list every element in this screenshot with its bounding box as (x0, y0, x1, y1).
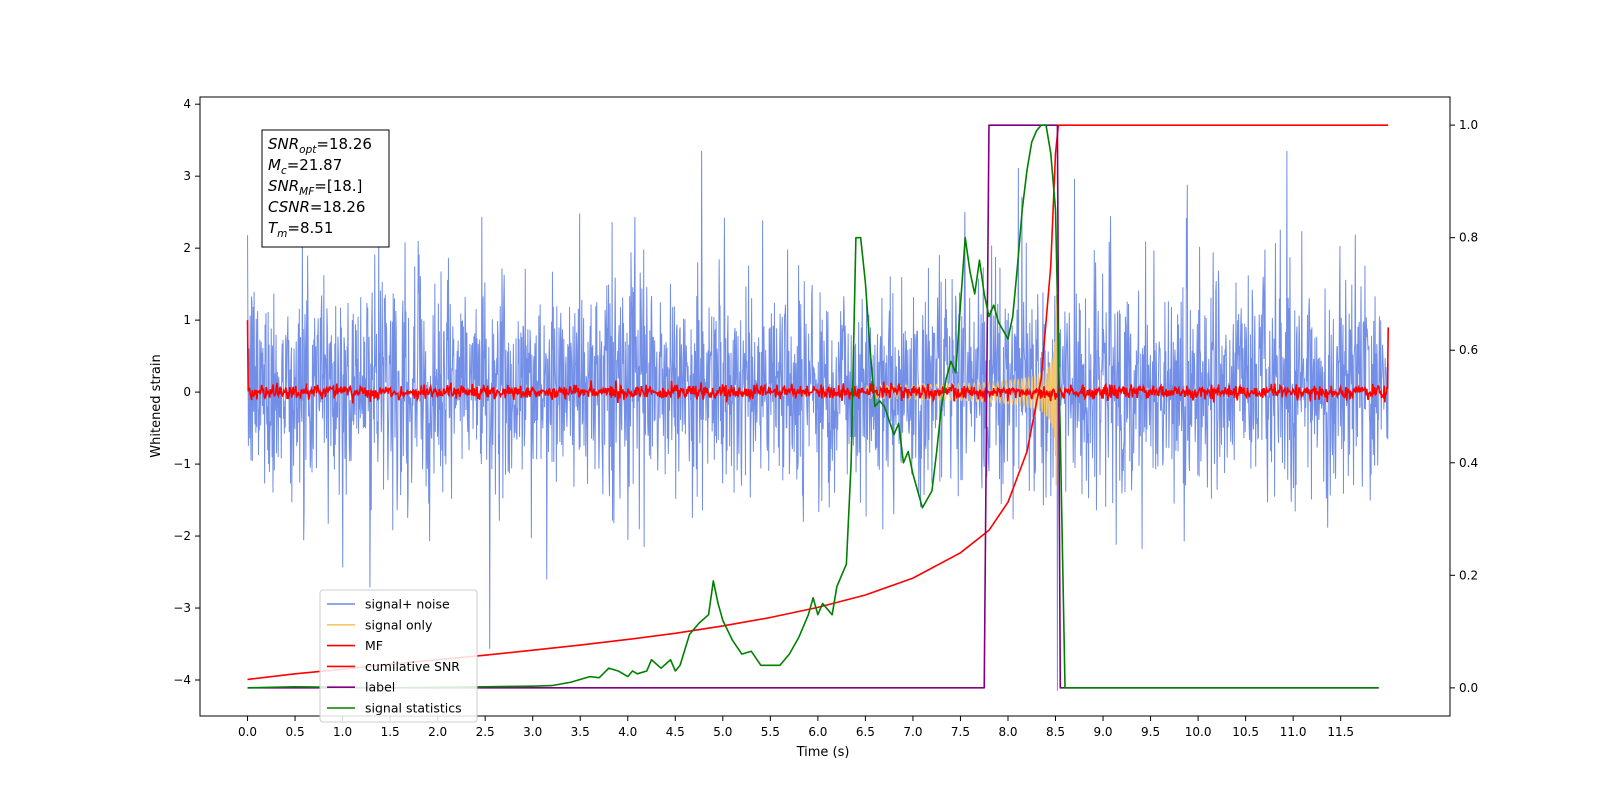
y-axis-left: 4 3 2 1 0 −1 −2 −3 −4 (173, 97, 200, 687)
y-tick-label-right: 0.2 (1459, 568, 1478, 582)
x-tick-label: 11.5 (1327, 725, 1354, 739)
x-axis: 0.0 0.5 1.0 1.5 2.0 2.5 3.0 3.5 4.0 4.5 5.0 5.5 6.0 6… (238, 716, 1354, 739)
x-tick-label: 0.0 (238, 725, 257, 739)
y-tick-label-right: 0.0 (1459, 681, 1478, 695)
x-tick-label: 7.5 (951, 725, 970, 739)
annotation-line: SNRMF=[18.] (268, 177, 362, 198)
legend-label: MF (365, 638, 383, 653)
y-tick-label-left: −3 (173, 601, 191, 615)
x-tick-label: 11.0 (1280, 725, 1307, 739)
x-tick-label: 8.0 (998, 725, 1017, 739)
y-tick-label-left: −2 (173, 529, 191, 543)
x-tick-label: 1.5 (381, 725, 400, 739)
x-tick-label: 10.0 (1185, 725, 1212, 739)
x-tick-label: 2.0 (428, 725, 447, 739)
y-axis-label-left: Whitened strain (149, 354, 164, 457)
x-tick-label: 5.0 (713, 725, 732, 739)
legend-frame (319, 589, 478, 723)
y-tick-label-left: 0 (183, 385, 191, 399)
legend-label: signal+ noise (365, 597, 450, 612)
legend-label: signal only (365, 617, 433, 632)
x-tick-label: 2.5 (476, 725, 495, 739)
legend-label: label (365, 680, 395, 695)
x-tick-label: 6.5 (856, 725, 875, 739)
plot-frame (199, 96, 1451, 717)
x-tick-label: 7.0 (903, 725, 922, 739)
x-tick-label: 10.5 (1232, 725, 1259, 739)
x-tick-label: 9.0 (1093, 725, 1112, 739)
y-tick-label-left: −1 (173, 457, 191, 471)
x-tick-label: 9.5 (1141, 725, 1160, 739)
annotation-frame (261, 129, 390, 248)
y-tick-label-right: 0.8 (1459, 231, 1478, 245)
y-tick-label-left: 3 (183, 169, 191, 183)
legend-label: signal statistics (365, 701, 462, 716)
y-tick-label-right: 0.4 (1459, 456, 1478, 470)
y-tick-label-left: 4 (183, 97, 191, 111)
x-tick-label: 4.5 (666, 725, 685, 739)
x-tick-label: 1.0 (333, 725, 352, 739)
x-tick-label: 6.0 (808, 725, 827, 739)
annotation-line: Tm=8.51 (268, 219, 333, 240)
legend-label: cumilative SNR (365, 659, 460, 674)
x-tick-label: 3.0 (523, 725, 542, 739)
x-axis-label: Time (s) (796, 745, 850, 760)
legend: signal+ noise signal only MF cumilative SNR… (319, 589, 478, 723)
y-tick-label-right: 0.6 (1459, 343, 1478, 357)
series-mf (246, 320, 1390, 404)
series-signal-only (864, 294, 1057, 486)
x-tick-label: 8.5 (1046, 725, 1065, 739)
series-signal-statistics (247, 124, 1379, 689)
annotation-box: SNRopt=18.26Mc=21.87SNRMF=[18.]CSNR=18.2… (261, 129, 390, 248)
x-tick-label: 0.5 (286, 725, 305, 739)
y-tick-label-left: −4 (173, 673, 191, 687)
annotation-line: SNRopt=18.26 (268, 135, 372, 156)
series-signal-noise (247, 150, 1389, 691)
annotation-line: Mc=21.87 (268, 156, 342, 177)
x-tick-label: 5.5 (761, 725, 780, 739)
y-tick-label-left: 2 (183, 241, 191, 255)
y-tick-label-left: 1 (183, 313, 191, 327)
x-tick-label: 4.0 (618, 725, 637, 739)
annotation-line: CSNR=18.26 (268, 198, 365, 216)
y-tick-label-right: 1.0 (1459, 118, 1478, 132)
x-tick-label: 3.5 (571, 725, 590, 739)
y-axis-right: 1.0 0.8 0.6 0.4 0.2 0.0 (1450, 118, 1478, 695)
